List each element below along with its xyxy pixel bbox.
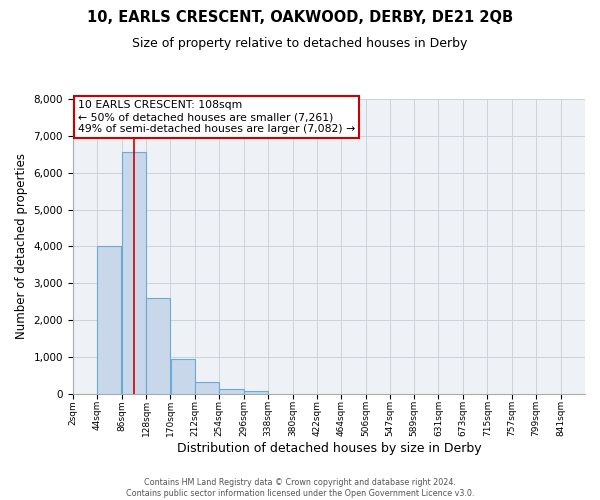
Bar — [146, 298, 170, 394]
Bar — [195, 382, 219, 394]
Bar — [220, 390, 244, 394]
Bar — [97, 246, 121, 394]
Bar — [244, 391, 268, 394]
X-axis label: Distribution of detached houses by size in Derby: Distribution of detached houses by size … — [176, 442, 481, 455]
Bar — [170, 359, 195, 394]
Text: 10 EARLS CRESCENT: 108sqm
← 50% of detached houses are smaller (7,261)
49% of se: 10 EARLS CRESCENT: 108sqm ← 50% of detac… — [78, 100, 355, 134]
Y-axis label: Number of detached properties: Number of detached properties — [15, 154, 28, 340]
Text: 10, EARLS CRESCENT, OAKWOOD, DERBY, DE21 2QB: 10, EARLS CRESCENT, OAKWOOD, DERBY, DE21… — [87, 10, 513, 25]
Text: Contains HM Land Registry data © Crown copyright and database right 2024.
Contai: Contains HM Land Registry data © Crown c… — [126, 478, 474, 498]
Text: Size of property relative to detached houses in Derby: Size of property relative to detached ho… — [133, 38, 467, 51]
Bar — [122, 152, 146, 394]
